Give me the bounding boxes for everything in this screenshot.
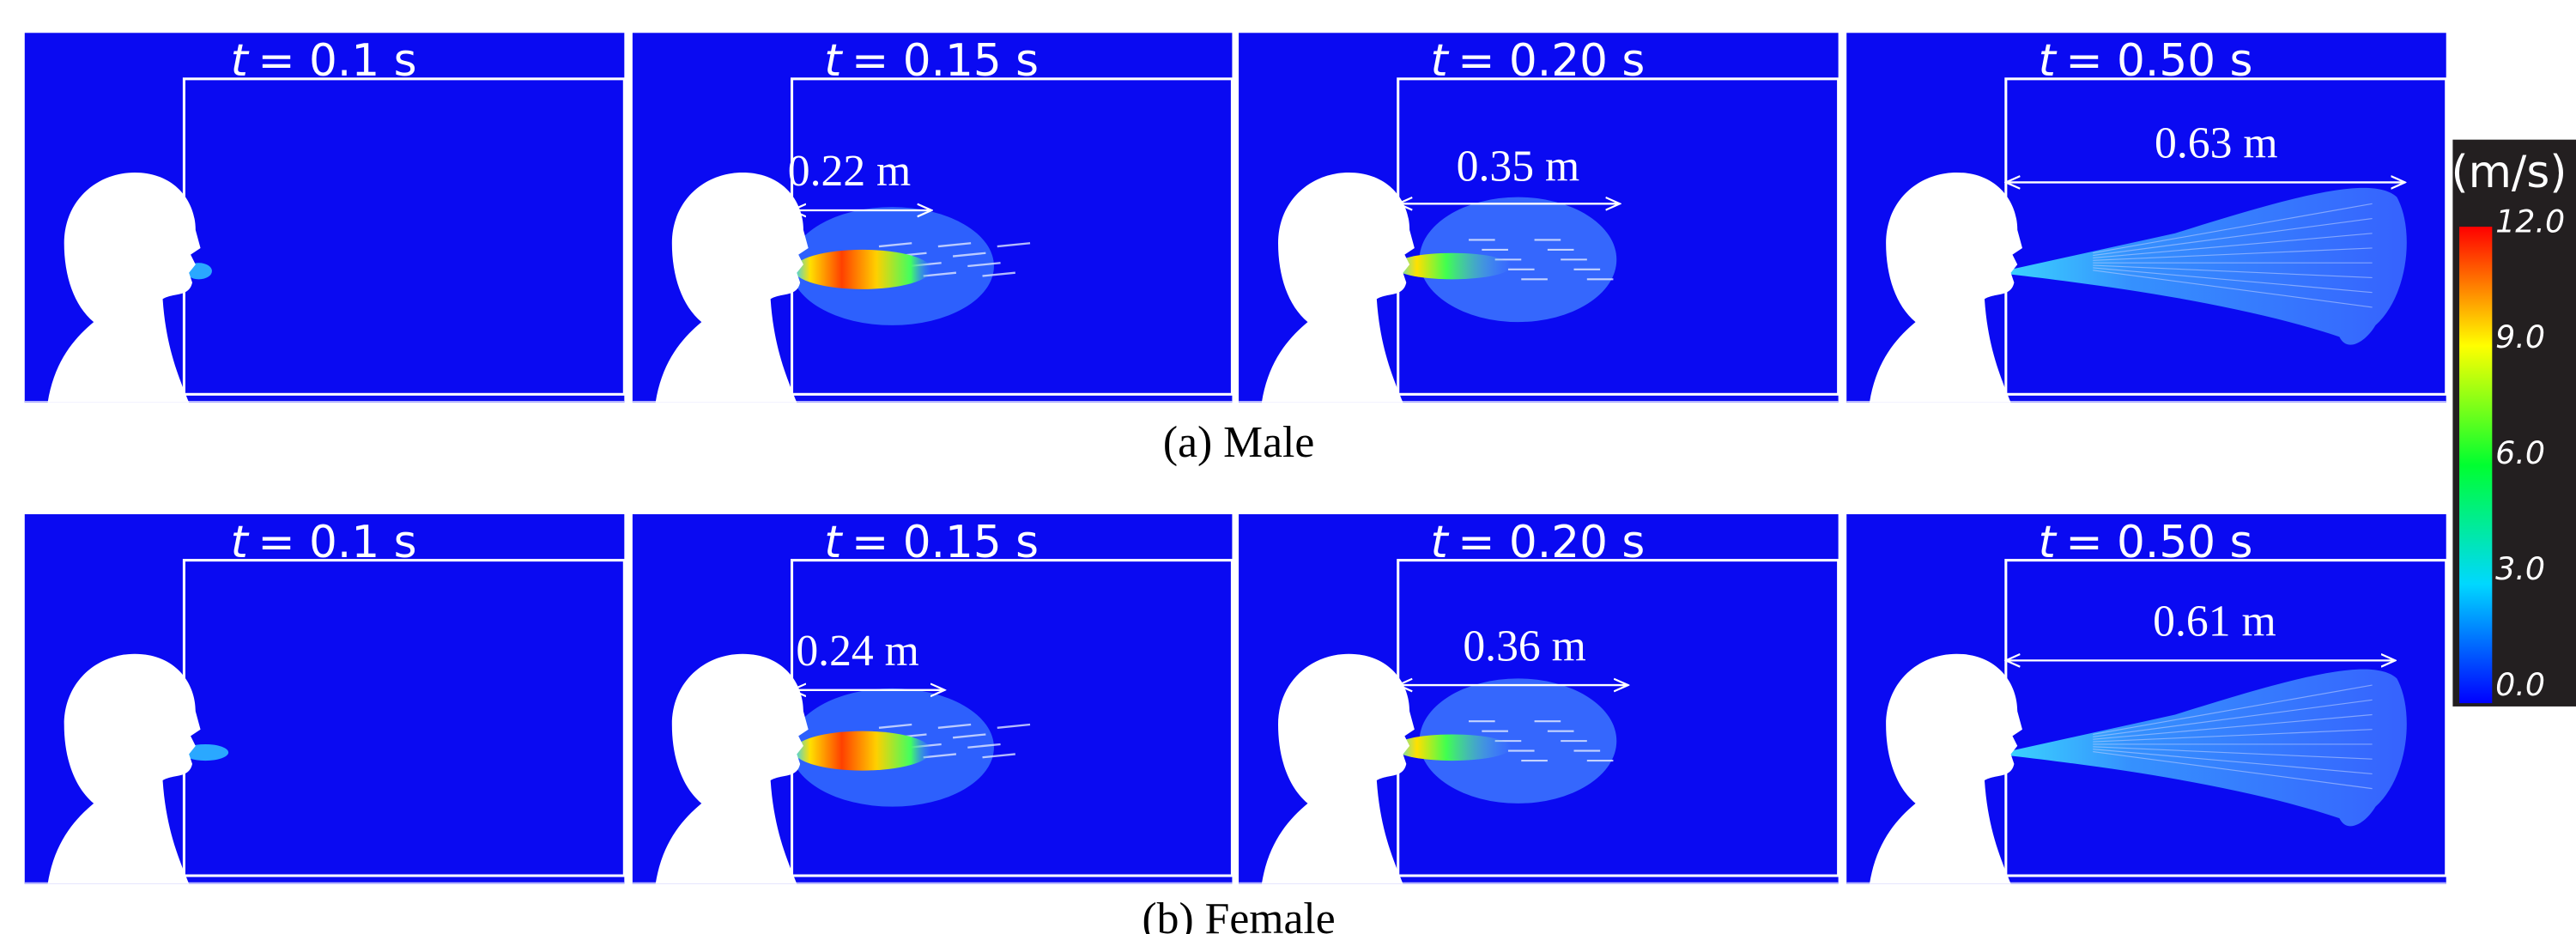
distance-label: 0.61 m (2153, 597, 2276, 646)
panel: t= 0.1 s (25, 33, 625, 403)
time-value: = 0.15 s (852, 517, 1039, 568)
page: (m/s) t= 0.1 st= 0.15 s0.22 mt= 0.20 s0.… (0, 0, 2576, 934)
colorbar-unit: (m/s) (2451, 147, 2567, 198)
panel-title: t= 0.50 s (2039, 517, 2253, 568)
time-variable: t (231, 35, 250, 87)
distance-label: 0.63 m (2155, 119, 2278, 168)
distance-label: 0.36 m (1463, 622, 1586, 670)
distance-label: 0.22 m (788, 147, 912, 196)
row-caption: (b) Female (1142, 895, 1335, 934)
figure: (m/s) t= 0.1 st= 0.15 s0.22 mt= 0.20 s0.… (0, 0, 2576, 934)
time-value: = 0.50 s (2065, 517, 2252, 568)
panel: t= 0.20 s 0.35 m (1239, 33, 1839, 403)
colorbar-tick-label: 12.0 (2495, 203, 2565, 240)
colorbar-tick-label: 0.0 (2495, 666, 2545, 703)
time-value: = 0.20 s (1458, 35, 1645, 87)
jet-core (1393, 253, 1512, 280)
time-variable: t (231, 517, 250, 568)
time-value: = 0.1 s (258, 517, 416, 568)
colorbar (2459, 227, 2492, 703)
panel: t= 0.1 s (25, 514, 625, 884)
distance-label: 0.35 m (1457, 143, 1580, 191)
time-value: = 0.20 s (1458, 517, 1645, 568)
distance-label: 0.24 m (796, 627, 919, 676)
panel-title: t= 0.20 s (1430, 517, 1645, 568)
colorbar-tick-label: 9.0 (2495, 318, 2545, 355)
panel-title: t= 0.15 s (824, 35, 1039, 87)
panel-title: t= 0.50 s (2039, 35, 2253, 87)
panel: t= 0.50 s 0.63 m (1846, 33, 2446, 403)
jet-core (1393, 734, 1512, 761)
jet-core (793, 731, 931, 771)
jet-core (793, 250, 931, 289)
time-value: = 0.1 s (258, 35, 416, 87)
panel-title: t= 0.20 s (1430, 35, 1645, 87)
time-variable: t (1430, 517, 1449, 568)
panel-title: t= 0.1 s (231, 35, 417, 87)
time-variable: t (824, 35, 843, 87)
row-caption: (a) Male (1163, 418, 1314, 467)
colorbar-tick-label: 6.0 (2495, 434, 2545, 471)
panel-title: t= 0.15 s (824, 517, 1039, 568)
colorbar-tick-label: 3.0 (2495, 550, 2545, 587)
time-value: = 0.15 s (852, 35, 1039, 87)
panel: t= 0.20 s 0.36 m (1239, 514, 1839, 884)
panel: t= 0.15 s 0.22 m (633, 33, 1233, 403)
time-value: = 0.50 s (2065, 35, 2252, 87)
panel: t= 0.15 s 0.24 m (633, 514, 1233, 884)
panel-title: t= 0.1 s (231, 517, 417, 568)
panel: t= 0.50 s 0.61 m (1846, 514, 2446, 884)
time-variable: t (824, 517, 843, 568)
time-variable: t (1430, 35, 1449, 87)
time-variable: t (2039, 35, 2058, 87)
time-variable: t (2039, 517, 2058, 568)
